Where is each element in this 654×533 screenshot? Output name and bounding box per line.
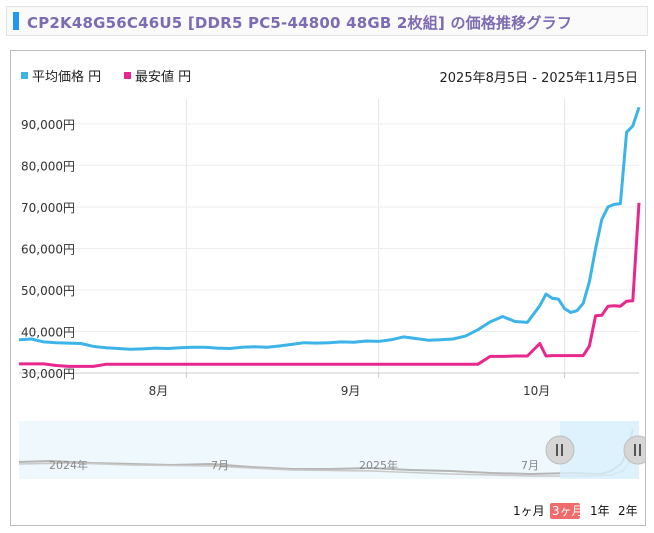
title-bar: CP2K48G56C46U5 [DDR5 PC5-44800 48GB 2枚組]… (6, 6, 648, 36)
x-axis-ticks: 8月 9月 10月 (149, 373, 566, 398)
navigator-handle-left[interactable] (545, 435, 575, 465)
navigator-label-jul-2025: 7月 (521, 459, 539, 472)
y-tick-label-0: 30,000円 (21, 367, 75, 381)
y-tick-label-2: 50,000円 (21, 284, 75, 298)
series-line-average[interactable] (18, 106, 641, 351)
handle-bar-right (561, 444, 563, 456)
period-3m-active-bg[interactable] (550, 503, 580, 519)
date-range: 2025年8月5日 - 2025年11月5日 (440, 71, 638, 86)
x-tick-label-2: 10月 (523, 384, 550, 398)
navigator-label-2025: 2025年 (359, 458, 398, 472)
series-lines (18, 106, 641, 368)
handle-bar-left (634, 444, 636, 456)
legend-avg-swatch (21, 72, 28, 79)
legend: 平均価格 円 最安値 円 (21, 69, 191, 85)
series-line-lowest[interactable] (19, 202, 641, 368)
price-chart: 平均価格 円 最安値 円 2025年8月5日 - 2025年11月5日 30,0… (18, 69, 653, 519)
x-tick-label-0: 8月 (149, 384, 169, 398)
chart-panel: 平均価格 円 最安値 円 2025年8月5日 - 2025年11月5日 30,0… (10, 50, 653, 526)
period-3m-label[interactable]: 3ヶ月 (552, 504, 584, 518)
navigator[interactable]: 2024年 7月 2025年 7月 (18, 421, 653, 479)
navigator-label-jul-2024: 7月 (211, 459, 229, 472)
period-1m-label[interactable]: 1ヶ月 (513, 504, 545, 518)
handle-bar-left (556, 444, 558, 456)
pause-handle-icon[interactable] (545, 435, 575, 465)
period-2y-button[interactable]: 2年 (618, 504, 638, 518)
period-3m-button[interactable]: 3ヶ月 (550, 503, 584, 519)
legend-min-label[interactable]: 最安値 円 (135, 69, 191, 85)
navigator-label-2024: 2024年 (49, 458, 88, 472)
title-accent-mark (13, 12, 19, 30)
period-1m-button[interactable]: 1ヶ月 (513, 504, 545, 518)
legend-min-swatch (124, 72, 131, 79)
y-tick-label-4: 70,000円 (21, 201, 75, 215)
period-2y-label[interactable]: 2年 (618, 504, 638, 518)
y-tick-label-1: 40,000円 (21, 325, 75, 339)
handle-bar-right (639, 444, 641, 456)
y-tick-label-3: 60,000円 (21, 242, 75, 256)
y-axis-ticks: 30,000円 40,000円 50,000円 60,000円 70,000円 80,00… (21, 118, 75, 381)
legend-avg-label[interactable]: 平均価格 円 (32, 69, 101, 85)
x-tick-label-1: 9月 (341, 384, 361, 398)
y-tick-label-6: 90,000円 (21, 118, 75, 132)
page-title: CP2K48G56C46U5 [DDR5 PC5-44800 48GB 2枚組]… (27, 14, 573, 32)
period-selector[interactable]: 1ヶ月 3ヶ月 1年 2年 (513, 503, 638, 519)
period-1y-button[interactable]: 1年 (590, 504, 610, 518)
grid (19, 99, 639, 374)
period-1y-label[interactable]: 1年 (590, 504, 610, 518)
y-tick-label-5: 80,000円 (21, 159, 75, 173)
